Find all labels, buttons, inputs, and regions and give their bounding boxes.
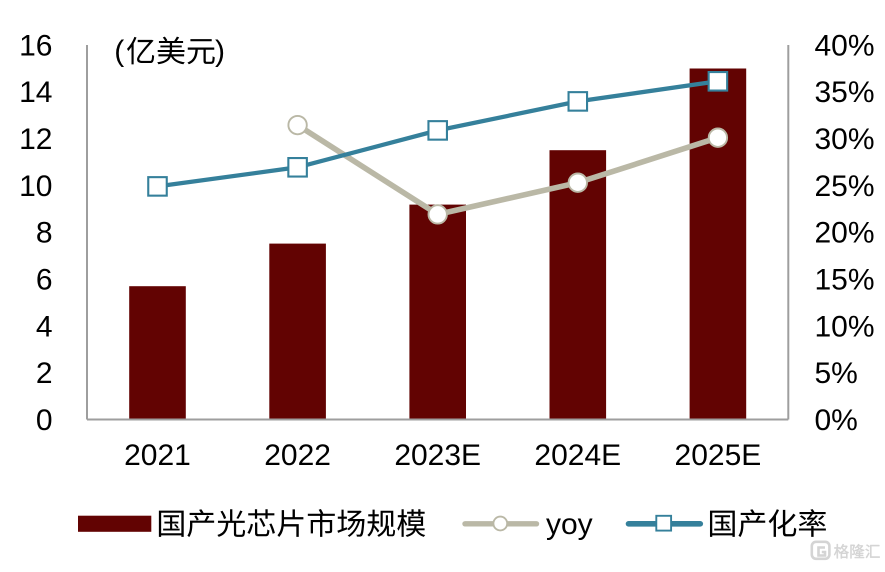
svg-text:16: 16 (19, 29, 52, 62)
svg-text:15%: 15% (815, 264, 875, 297)
svg-text:2021: 2021 (124, 439, 191, 472)
svg-text:6: 6 (36, 264, 53, 297)
svg-text:10: 10 (19, 170, 52, 203)
svg-text:2022: 2022 (264, 439, 331, 472)
svg-text:(: ( (114, 35, 124, 68)
svg-text:4: 4 (36, 310, 53, 343)
svg-text:25%: 25% (815, 170, 875, 203)
svg-text:): ) (215, 35, 225, 68)
svg-text:12: 12 (19, 123, 52, 156)
svg-text:2024E: 2024E (534, 439, 621, 472)
svg-text:0: 0 (36, 404, 53, 437)
svg-text:40%: 40% (815, 29, 875, 62)
svg-text:5%: 5% (815, 357, 858, 390)
svg-text:30%: 30% (815, 123, 875, 156)
svg-text:2023E: 2023E (394, 439, 481, 472)
svg-text:2: 2 (36, 357, 53, 390)
svg-text:2025E: 2025E (675, 439, 762, 472)
svg-text:20%: 20% (815, 217, 875, 250)
svg-text:yoy: yoy (546, 508, 593, 541)
svg-text:14: 14 (19, 76, 52, 109)
svg-text:10%: 10% (815, 310, 875, 343)
svg-text:0%: 0% (815, 404, 858, 437)
svg-text:35%: 35% (815, 76, 875, 109)
svg-text:8: 8 (36, 217, 53, 250)
